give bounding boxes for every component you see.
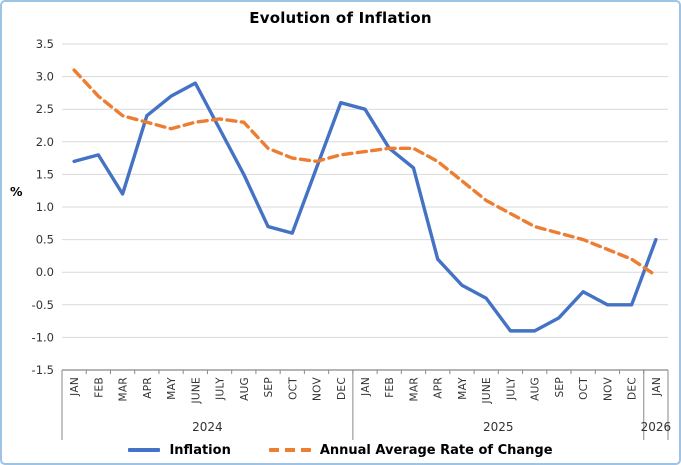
y-tick-label: 3.0 xyxy=(36,70,54,84)
x-tick-label-month: APR xyxy=(142,377,154,399)
x-tick-label-month: JAN xyxy=(651,377,663,397)
x-tick-label-month: MAY xyxy=(166,377,178,400)
y-tick-label: 3.5 xyxy=(36,37,54,51)
x-tick-label-month: SEP xyxy=(554,377,566,398)
x-tick-label-month: MAY xyxy=(457,377,469,400)
x-tick-label-month: JAN xyxy=(69,377,81,397)
x-tick-label-month: JAN xyxy=(360,377,372,397)
y-tick-label: 1.0 xyxy=(36,200,54,214)
series-line-inflation[interactable] xyxy=(72,81,658,333)
x-tick-label-year: 2024 xyxy=(192,420,223,434)
x-tick-label-month: FEB xyxy=(384,377,396,398)
x-tick-label-month: SEP xyxy=(263,377,275,398)
chart-legend: Inflation Annual Average Rate of Change xyxy=(0,438,681,462)
legend-item-annual-average[interactable]: Annual Average Rate of Change xyxy=(268,442,553,458)
y-axis-unit-label: % xyxy=(10,184,23,199)
y-tick-label: -1.5 xyxy=(32,363,54,377)
x-tick-label-month: OCT xyxy=(287,377,299,400)
legend-label-annual-average: Annual Average Rate of Change xyxy=(319,442,553,458)
x-tick-label-month: AUG xyxy=(530,377,542,401)
x-tick-label-month: JUNE xyxy=(481,377,493,404)
x-tick-label-year: 2025 xyxy=(483,420,514,434)
x-tick-label-month: OCT xyxy=(578,377,590,400)
y-tick-label: -0.5 xyxy=(32,298,54,312)
y-tick-label: 2.0 xyxy=(36,135,54,149)
y-tick-label: -1.0 xyxy=(32,330,54,344)
inflation-line-sample xyxy=(128,448,161,452)
chart-title: Evolution of Inflation xyxy=(249,9,432,27)
x-tick-label-month: FEB xyxy=(93,377,105,398)
x-tick-label-month: DEC xyxy=(627,377,639,400)
x-tick-label-year: 2026 xyxy=(641,420,672,434)
legend-label-inflation: Inflation xyxy=(169,442,231,458)
x-tick-label-month: MAR xyxy=(118,377,130,401)
y-tick-label: 1.5 xyxy=(36,167,54,181)
x-tick-label-month: JULY xyxy=(505,377,517,401)
y-tick-label: 0.0 xyxy=(36,265,54,279)
x-tick-label-month: NOV xyxy=(602,376,614,401)
x-tick-label-month: JULY xyxy=(215,377,227,401)
x-tick-label-month: DEC xyxy=(336,377,348,400)
annual-average-line-sample xyxy=(268,448,311,452)
x-tick-label-month: APR xyxy=(433,377,445,399)
x-tick-label-month: MAR xyxy=(408,377,420,401)
x-tick-label-month: AUG xyxy=(239,377,251,401)
x-tick-label-month: JUNE xyxy=(190,377,202,404)
x-tick-label-month: NOV xyxy=(312,376,324,401)
series-line-annual-average-rate-of-change[interactable] xyxy=(72,68,658,278)
y-tick-label: 2.5 xyxy=(36,102,54,116)
y-tick-label: 0.5 xyxy=(36,233,54,247)
legend-item-inflation[interactable]: Inflation xyxy=(128,442,231,458)
